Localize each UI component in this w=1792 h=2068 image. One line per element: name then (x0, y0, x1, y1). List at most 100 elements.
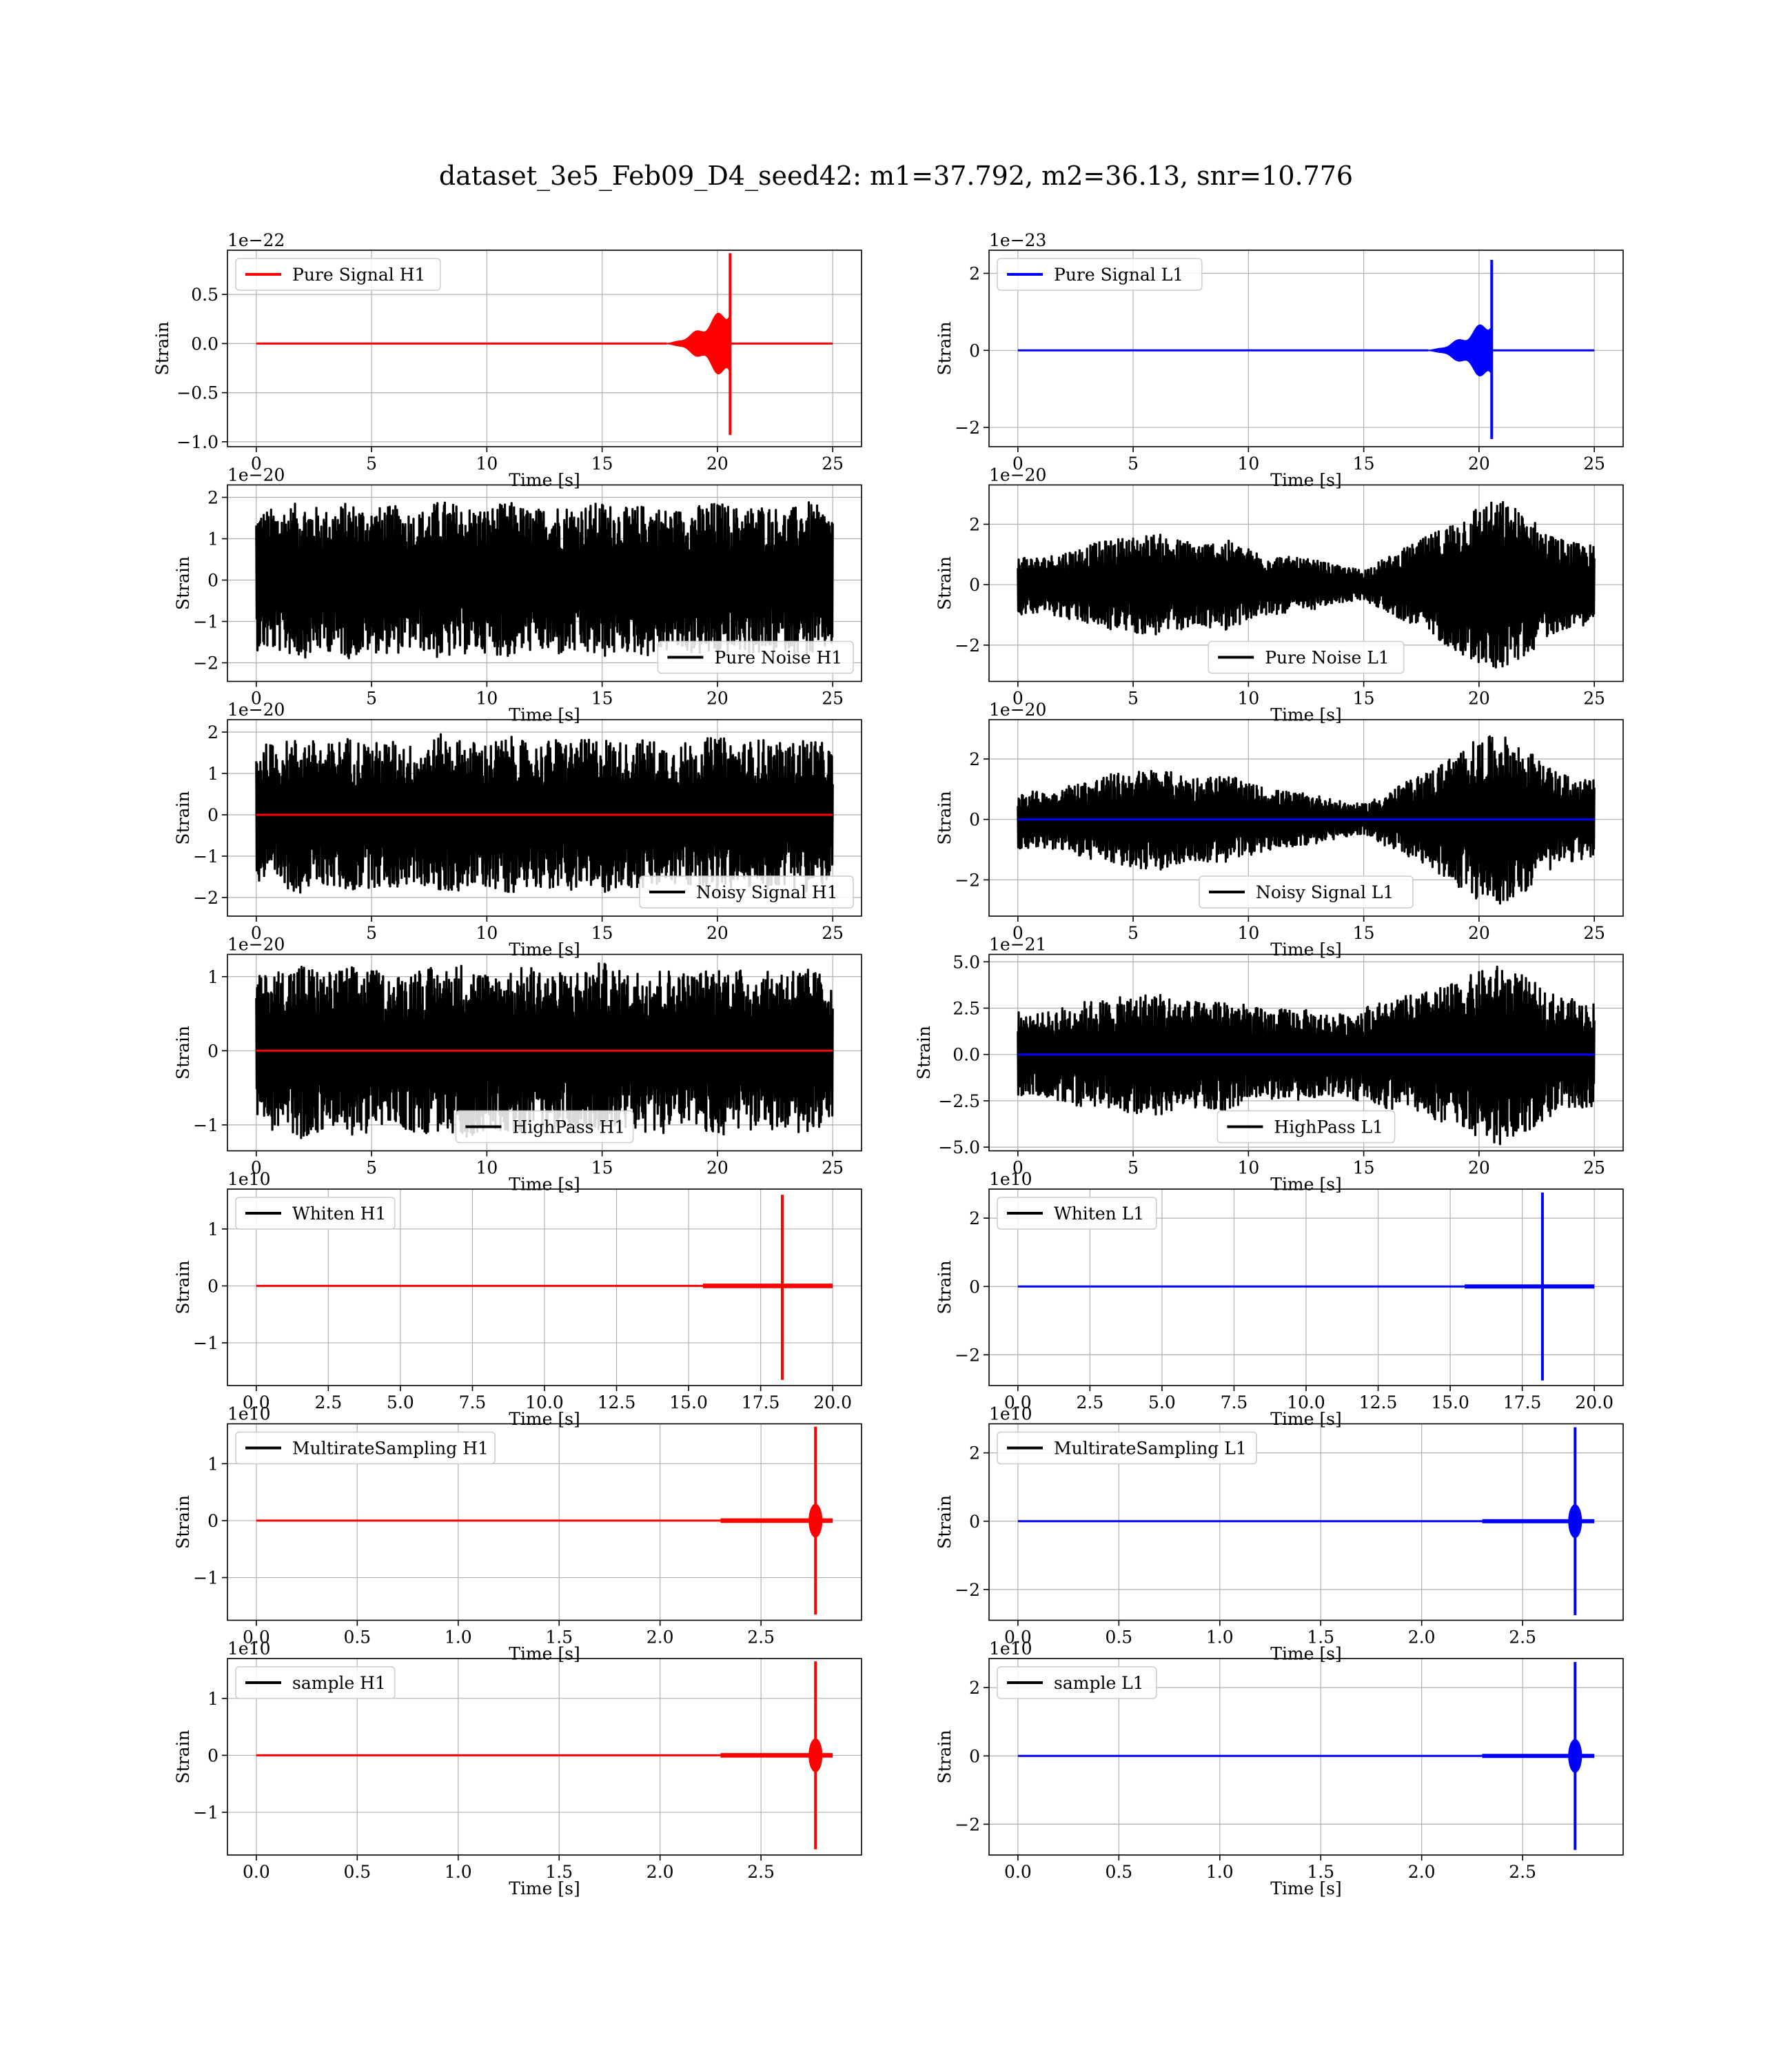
x-tick-label: 25 (1583, 923, 1605, 943)
x-tick-label: 20 (1468, 1158, 1490, 1178)
noise-trace (1017, 735, 1596, 905)
legend-label: Whiten L1 (1054, 1204, 1144, 1224)
legend: HighPass L1 (1216, 1110, 1396, 1144)
subplot-highpass-h1: 0 5 10 15 20 25 −1 0 1 1e−20 Time [s] Strain HighPas… (173, 935, 862, 1195)
x-tick-label: 5.0 (1148, 1392, 1176, 1412)
y-tick-label: −2 (955, 418, 980, 438)
subplot-highpass-l1: 0 5 10 15 20 25 −5.0 −2.5 0.0 2.5 5.0 1e−21 Time [s]… (914, 935, 1624, 1195)
x-tick-label: 17.5 (742, 1392, 780, 1412)
x-tick-label: 20.0 (813, 1392, 852, 1412)
noise-trace (1017, 965, 1596, 1146)
plot-area (256, 253, 833, 435)
y-tick-label: 0 (207, 571, 218, 591)
x-tick-label: 1.5 (1307, 1862, 1334, 1882)
x-tick-label: 0 (1012, 454, 1024, 474)
y-tick-label: 2 (969, 749, 980, 769)
x-axis-label: Time [s] (1270, 1409, 1341, 1429)
y-tick-label: 0 (207, 1041, 218, 1061)
axes-frame (988, 1423, 1624, 1621)
legend-label: MultirateSampling L1 (1054, 1439, 1247, 1459)
x-tick-label: 0 (1012, 689, 1024, 709)
x-tick-label: 15 (1353, 923, 1375, 943)
x-tick-label: 0.5 (343, 1862, 371, 1882)
y-axis-label: Strain (173, 1260, 193, 1314)
signal-jitter (720, 1518, 833, 1523)
x-tick-label: 25 (822, 1158, 844, 1178)
x-tick-label: 10 (476, 923, 498, 943)
y-axis-label: Strain (173, 1730, 193, 1783)
x-tick-label: 20 (1468, 454, 1490, 474)
x-tick-label: 0 (1012, 1158, 1024, 1178)
y-tick-label: 2.5 (953, 998, 980, 1018)
legend: HighPass H1 (455, 1110, 634, 1144)
axes-frame (227, 953, 862, 1152)
legend-label: Pure Noise L1 (1265, 648, 1389, 668)
x-tick-label: 1.5 (545, 1628, 573, 1648)
y-offset-label: 1e−20 (227, 465, 285, 485)
x-tick-label: 0.0 (1004, 1628, 1032, 1648)
plot-area (1017, 259, 1595, 439)
legend-label: Noisy Signal H1 (696, 882, 838, 902)
y-tick-label: −2.5 (938, 1091, 980, 1111)
x-tick-label: 0.5 (1105, 1862, 1132, 1882)
x-axis-label: Time [s] (509, 705, 580, 725)
y-axis-label: Strain (935, 556, 955, 610)
axes-frame (227, 250, 862, 447)
x-tick-label: 10 (476, 1158, 498, 1178)
legend: MultirateSampling H1 (235, 1431, 496, 1465)
x-axis-label: Time [s] (509, 1409, 580, 1429)
plot-area (1017, 965, 1596, 1146)
subplot-multiratesampling-h1: 0.0 0.5 1.0 1.5 2.0 2.5 −1 0 1 1e10 Time [s] Strain… (173, 1404, 862, 1664)
legend-box (235, 1431, 496, 1465)
y-tick-label: 2 (969, 515, 980, 535)
signal-jitter (1482, 1754, 1595, 1758)
legend: Pure Signal L1 (997, 258, 1203, 291)
x-tick-label: 10 (1237, 923, 1259, 943)
x-axis-label: Time [s] (1270, 1878, 1341, 1898)
x-tick-label: 2.5 (1509, 1628, 1536, 1648)
plot-area (1017, 735, 1596, 905)
axes-frame (988, 719, 1624, 917)
x-axis-label: Time [s] (509, 1878, 580, 1898)
x-tick-label: 5 (366, 923, 377, 943)
x-tick-label: 15 (1353, 454, 1375, 474)
y-axis-label: Strain (935, 1260, 955, 1314)
figure-title: dataset_3e5_Feb09_D4_seed42: m1=37.792, … (439, 161, 1353, 192)
plot-area (1017, 500, 1596, 669)
x-tick-label: 5 (366, 689, 377, 709)
x-tick-label: 0 (251, 1158, 262, 1178)
y-tick-label: 2 (969, 1443, 980, 1463)
x-tick-label: 10.0 (1287, 1392, 1325, 1412)
x-tick-label: 1.0 (445, 1628, 472, 1648)
y-tick-label: −1 (193, 1115, 218, 1135)
legend-label: Pure Signal H1 (292, 265, 425, 285)
y-tick-label: 0 (969, 1746, 980, 1766)
y-tick-label: 0.0 (953, 1045, 980, 1065)
y-tick-label: 1 (207, 529, 218, 549)
y-tick-label: 2 (969, 1208, 980, 1228)
x-axis-label: Time [s] (1270, 705, 1341, 725)
y-tick-label: 0.0 (191, 334, 218, 354)
y-offset-label: 1e−20 (989, 465, 1046, 485)
legend-box (1216, 1110, 1396, 1144)
x-tick-label: 20 (706, 454, 729, 474)
legend-box (657, 640, 854, 674)
signal-jitter (1465, 1284, 1595, 1289)
y-tick-label: 2 (969, 1678, 980, 1698)
x-tick-label: 25 (1583, 1158, 1605, 1178)
y-axis-label: Strain (173, 1495, 193, 1549)
x-tick-label: 17.5 (1503, 1392, 1542, 1412)
y-tick-label: −1 (193, 1803, 218, 1823)
subplot-noisy-signal-h1: 0 5 10 15 20 25 −2 −1 0 1 2 1e−20 Time [s] Strain Nois… (173, 700, 862, 960)
legend-box (997, 1197, 1157, 1230)
y-offset-label: 1e−23 (989, 230, 1046, 250)
legend: MultirateSampling L1 (997, 1431, 1257, 1465)
x-tick-label: 1.5 (545, 1862, 573, 1882)
y-tick-label: 1 (207, 764, 218, 784)
y-offset-label: 1e−21 (989, 935, 1046, 955)
plot-area (1017, 1661, 1595, 1850)
legend-label: Pure Signal L1 (1054, 265, 1183, 285)
y-tick-label: 0.5 (191, 285, 218, 305)
y-tick-label: −2 (193, 888, 218, 908)
